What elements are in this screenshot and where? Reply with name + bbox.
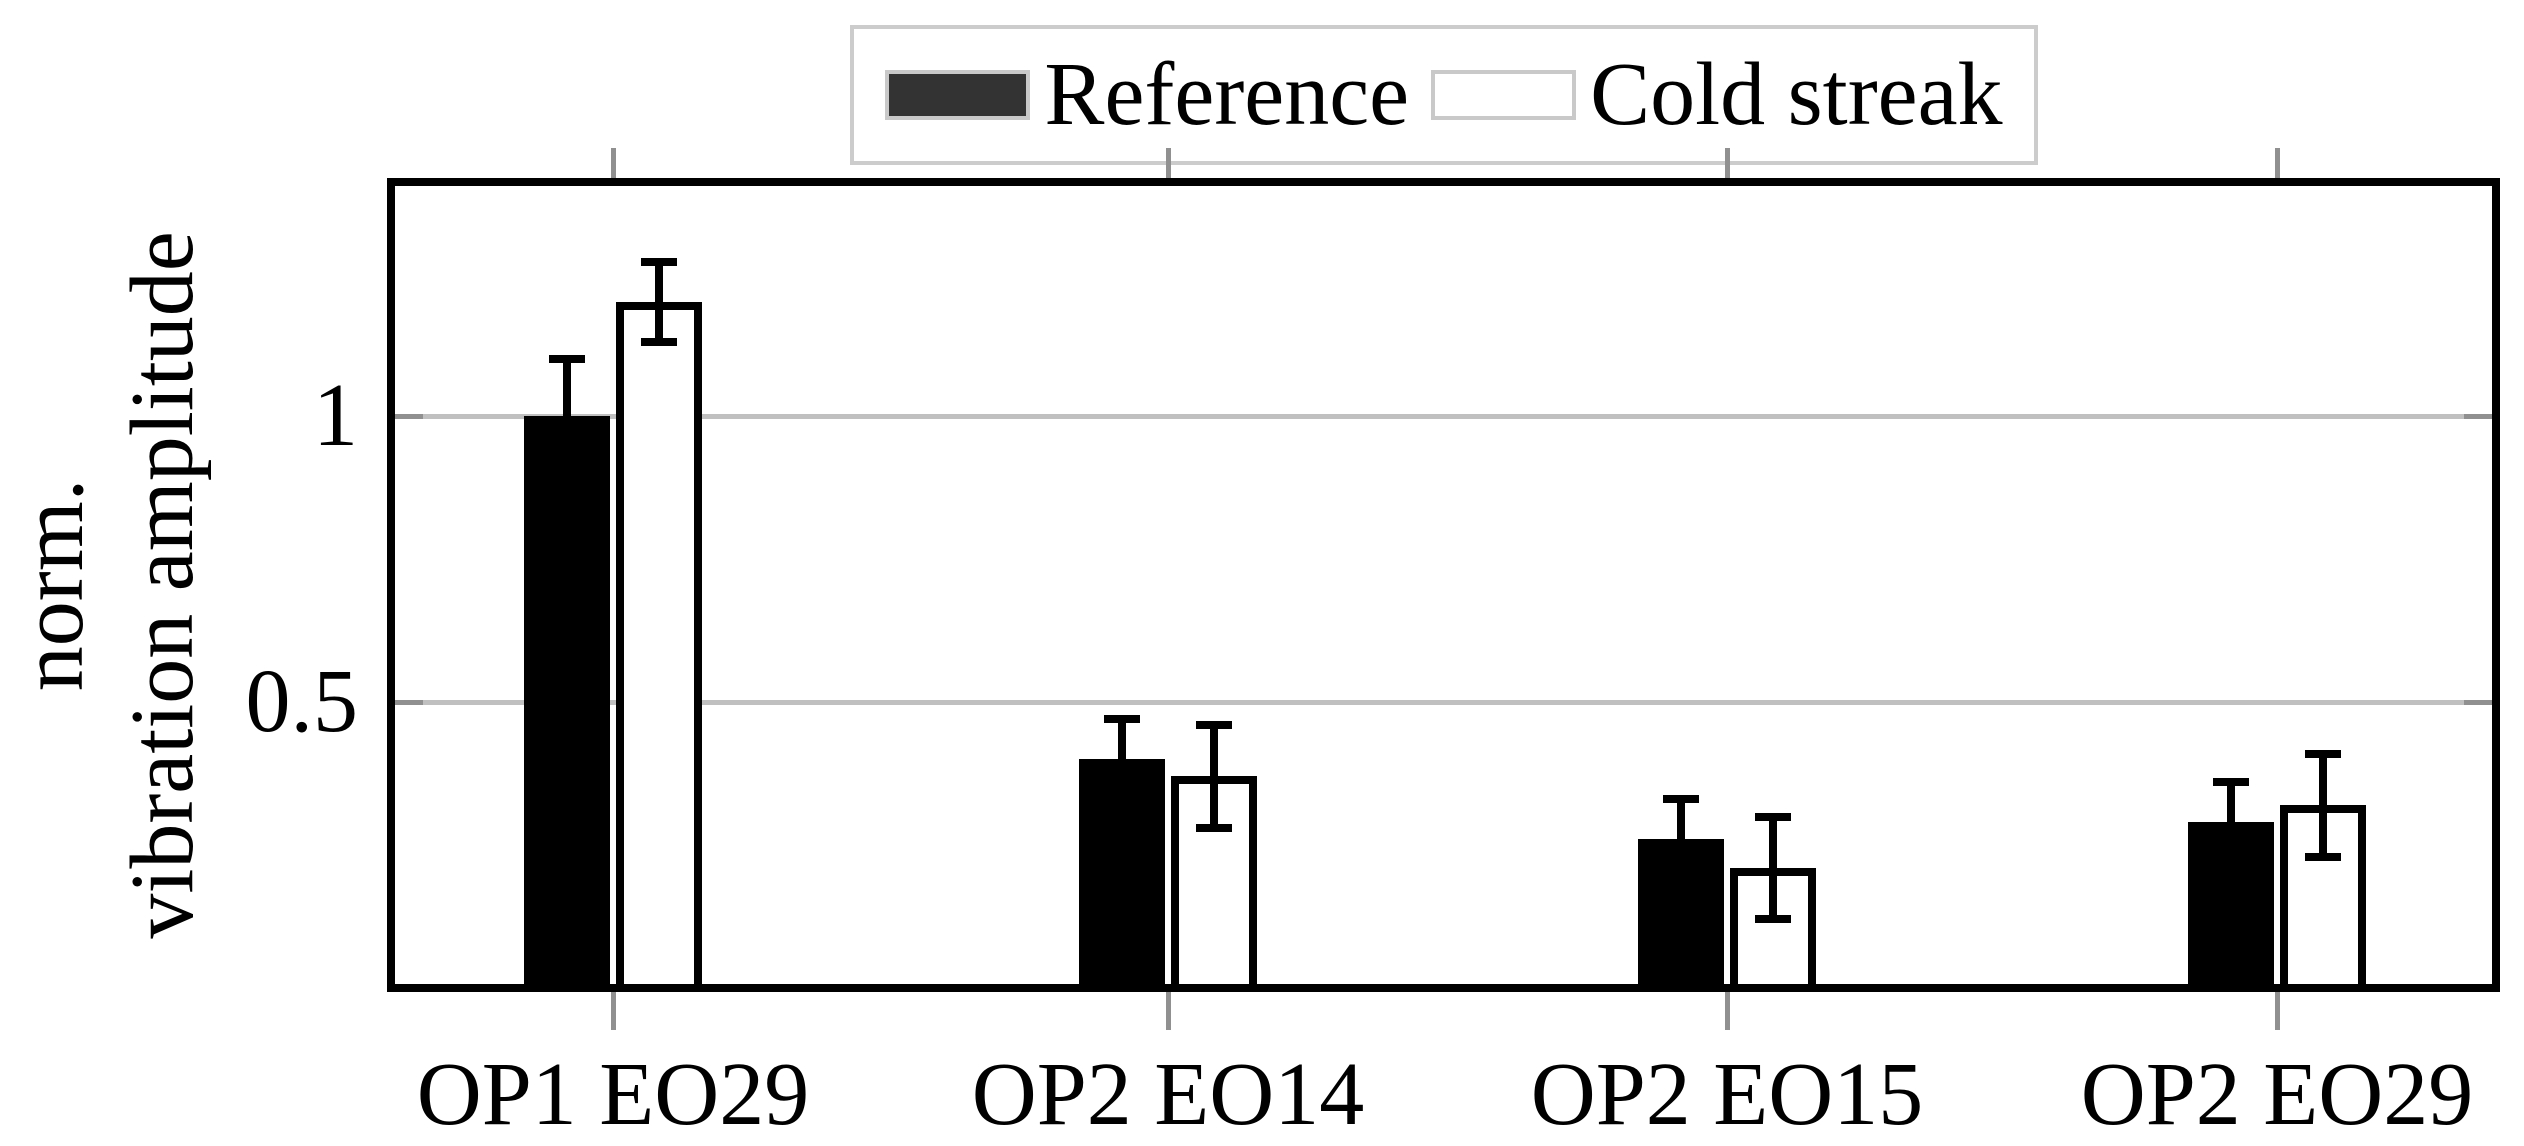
legend: Reference Cold streak <box>850 25 2038 165</box>
axis-frame <box>387 178 2500 992</box>
legend-swatch-cold-streak <box>1431 70 1577 120</box>
x-tick-top-4 <box>2275 148 2280 186</box>
x-tick-top-3 <box>1725 148 1730 186</box>
error-cap-bottom-cold-streak-OP1-EO29 <box>641 338 677 347</box>
error-cap-top-reference-OP2-EO14 <box>1104 715 1140 724</box>
legend-swatch-reference <box>885 70 1031 120</box>
error-cap-bottom-cold-streak-OP2-EO29 <box>2305 852 2341 861</box>
legend-item-reference: Reference <box>885 50 1409 140</box>
error-cap-bottom-reference-OP1-EO29 <box>549 469 585 478</box>
x-tick-bottom-1 <box>611 992 616 1030</box>
y-axis-label: norm. vibration amplitude <box>0 85 232 1085</box>
x-tick-bottom-3 <box>1725 992 1730 1030</box>
y-tick-left-1 <box>395 414 423 420</box>
error-cap-bottom-reference-OP2-EO29 <box>2213 858 2249 867</box>
y-axis-label-line2: vibration amplitude <box>112 231 212 939</box>
gridline-y-1 <box>391 414 2496 420</box>
x-tick-top-1 <box>611 148 616 186</box>
y-tick-right-1 <box>2464 414 2492 420</box>
error-bar-reference-OP2-EO29 <box>2227 782 2235 863</box>
x-tick-top-2 <box>1166 148 1171 186</box>
legend-label-cold-streak: Cold streak <box>1590 45 2003 144</box>
error-cap-bottom-cold-streak-OP2-EO14 <box>1196 823 1232 832</box>
x-category-label-1: OP1 EO29 <box>416 1045 810 1144</box>
error-cap-bottom-reference-OP2-EO15 <box>1663 875 1699 884</box>
bar-cold-streak-OP1-EO29 <box>616 302 702 992</box>
x-category-label-4: OP2 EO29 <box>2080 1045 2474 1144</box>
error-bar-cold-streak-OP2-EO15 <box>1769 816 1777 920</box>
x-tick-bottom-4 <box>2275 992 2280 1030</box>
error-bar-cold-streak-OP2-EO29 <box>2319 753 2327 857</box>
gridline-y-0.5 <box>391 700 2496 706</box>
error-cap-top-reference-OP2-EO15 <box>1663 795 1699 804</box>
legend-label-reference: Reference <box>1044 45 1410 144</box>
error-bar-reference-OP1-EO29 <box>563 359 571 474</box>
y-tick-label-1: 1 <box>313 366 358 466</box>
error-cap-bottom-cold-streak-OP2-EO15 <box>1755 915 1791 924</box>
error-cap-bottom-reference-OP2-EO14 <box>1104 795 1140 804</box>
error-cap-top-cold-streak-OP2-EO15 <box>1755 812 1791 821</box>
y-tick-right-0.5 <box>2464 700 2492 706</box>
x-tick-bottom-2 <box>1166 992 1171 1030</box>
y-axis-label-line1: norm. <box>3 478 102 692</box>
error-cap-top-cold-streak-OP1-EO29 <box>641 258 677 267</box>
error-bar-reference-OP2-EO15 <box>1677 799 1685 880</box>
error-cap-top-cold-streak-OP2-EO14 <box>1196 721 1232 730</box>
error-cap-top-cold-streak-OP2-EO29 <box>2305 749 2341 758</box>
error-cap-top-reference-OP1-EO29 <box>549 355 585 364</box>
y-tick-label-0.5: 0.5 <box>245 652 359 752</box>
error-bar-reference-OP2-EO14 <box>1118 719 1126 800</box>
x-category-label-2: OP2 EO14 <box>971 1045 1365 1144</box>
error-cap-top-reference-OP2-EO29 <box>2213 778 2249 787</box>
legend-item-cold-streak: Cold streak <box>1431 45 2003 144</box>
bar-reference-OP1-EO29 <box>524 416 610 992</box>
error-bar-cold-streak-OP1-EO29 <box>655 262 663 343</box>
x-category-label-3: OP2 EO15 <box>1530 1045 1924 1144</box>
y-tick-left-0.5 <box>395 700 423 706</box>
error-bar-cold-streak-OP2-EO14 <box>1210 725 1218 828</box>
